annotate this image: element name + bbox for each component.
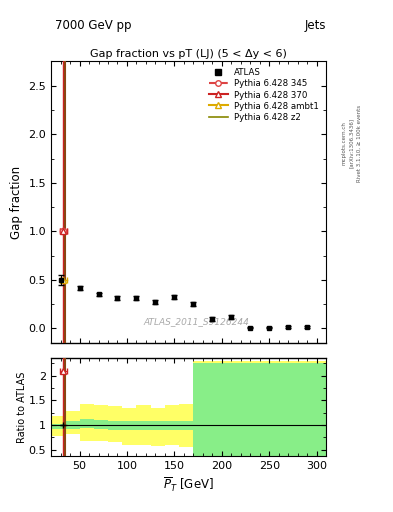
Text: ATLAS_2011_S9126244: ATLAS_2011_S9126244 <box>144 317 250 326</box>
Text: mcplots.cern.ch: mcplots.cern.ch <box>342 121 346 165</box>
Legend: ATLAS, Pythia 6.428 345, Pythia 6.428 370, Pythia 6.428 ambt1, Pythia 6.428 z2: ATLAS, Pythia 6.428 345, Pythia 6.428 37… <box>206 66 322 124</box>
Text: 7000 GeV pp: 7000 GeV pp <box>55 19 132 32</box>
Title: Gap fraction vs pT (LJ) (5 < Δy < 6): Gap fraction vs pT (LJ) (5 < Δy < 6) <box>90 49 287 59</box>
X-axis label: $\overline{P}_T$ [GeV]: $\overline{P}_T$ [GeV] <box>163 476 214 494</box>
Text: Jets: Jets <box>305 19 326 32</box>
Y-axis label: Ratio to ATLAS: Ratio to ATLAS <box>17 371 27 443</box>
Text: Rivet 3.1.10, ≥ 100k events: Rivet 3.1.10, ≥ 100k events <box>357 105 362 182</box>
Text: [arXiv:1306.3436]: [arXiv:1306.3436] <box>349 118 354 168</box>
Y-axis label: Gap fraction: Gap fraction <box>10 166 23 239</box>
